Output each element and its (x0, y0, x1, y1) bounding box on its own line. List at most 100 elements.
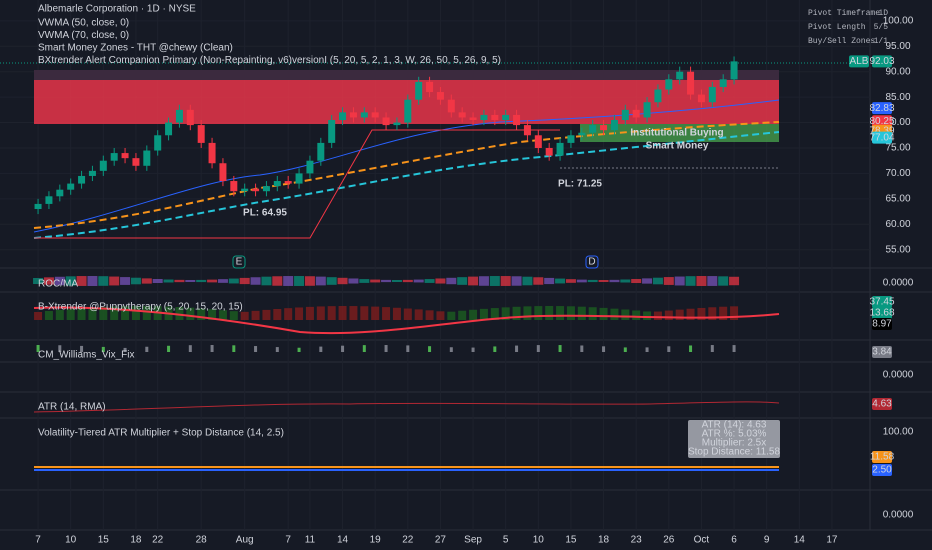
xtrender-bar (327, 306, 336, 320)
vix-bar (645, 347, 649, 352)
roc-bar (544, 277, 555, 285)
candle-body (458, 112, 466, 118)
roc-bar (98, 276, 109, 286)
pane-axis-label: 0.0000 (883, 510, 914, 521)
roc-bar (391, 279, 402, 282)
xtrender-bar (545, 306, 554, 320)
candle-body (317, 142, 325, 161)
candle-body (339, 112, 347, 121)
xtrender-bar (512, 306, 521, 320)
xtrender-bar (77, 308, 86, 320)
roc-bar (489, 276, 500, 286)
candle-body (154, 135, 162, 151)
pane-badge (872, 307, 892, 319)
roc-bar (663, 277, 674, 285)
roc-bar (239, 277, 250, 285)
candle-body (600, 125, 608, 131)
x-tick-label: 14 (337, 535, 349, 546)
vix-bar (123, 347, 127, 352)
xtrender-bar (523, 306, 532, 320)
vix-bar (471, 347, 475, 352)
candle-body (436, 92, 444, 100)
roc-bar (446, 277, 457, 285)
xtrender-bar (142, 306, 151, 320)
xtrender-bar (643, 311, 652, 320)
roc-bar (163, 279, 174, 283)
vix-bar (580, 345, 584, 352)
vix-bar (341, 345, 345, 352)
candle-body (687, 71, 695, 95)
roc-bar (109, 276, 120, 286)
xtrender-bar (34, 312, 43, 320)
x-tick-label: 10 (65, 535, 77, 546)
xtrender-bar (719, 306, 728, 320)
pane-axis-label: 100.00 (883, 427, 914, 438)
x-tick-label: 11 (305, 535, 316, 546)
vix-bar (428, 346, 432, 352)
vix-bar (254, 346, 258, 352)
y-tick-label: 55.00 (885, 244, 910, 255)
candle-body (34, 203, 42, 210)
candle-body (708, 86, 716, 103)
candle-body (262, 186, 270, 192)
candle-body (349, 112, 357, 118)
candle-body (621, 109, 629, 121)
roc-bar (620, 279, 631, 283)
roc-bar (348, 278, 359, 284)
candle-body (67, 183, 75, 190)
pane-badge (872, 398, 892, 410)
price-badge (872, 102, 892, 115)
pane-title: Volatility-Tiered ATR Multiplier + Stop … (38, 428, 284, 439)
roc-bar (533, 277, 544, 285)
candle-body (469, 117, 477, 121)
x-tick-label: 10 (533, 535, 545, 546)
roc-bar (326, 277, 337, 285)
x-tick-label: 28 (196, 535, 208, 546)
roc-bar (174, 279, 185, 283)
xtrender-bar (577, 306, 586, 320)
xtrender-bar (479, 308, 488, 320)
vix-bar (275, 347, 279, 352)
pane-badge-label: 13.68 (869, 308, 894, 319)
xtrender-bar (218, 310, 227, 320)
candle-body (665, 79, 673, 90)
x-tick-label: 6 (731, 535, 737, 546)
y-tick-label: 60.00 (885, 219, 910, 230)
vix-bar (710, 345, 714, 352)
roc-bar (674, 276, 685, 286)
pane-title: ROC/MA (38, 279, 78, 290)
demand-zone (580, 124, 779, 142)
candle-body (523, 125, 531, 136)
pane-badge-label: 8.97 (872, 319, 892, 330)
candle-body (719, 79, 727, 87)
roc-bar (631, 278, 642, 284)
candle-body (676, 71, 684, 80)
roc-bar (185, 279, 196, 283)
roc-bar (370, 279, 381, 283)
roc-bar (555, 278, 566, 284)
indicator-label: Smart Money Zones - THT @chewy (Clean) (38, 43, 233, 54)
roc-bar (250, 277, 261, 285)
xtrender-bar (566, 306, 575, 320)
tooltip-line: ATR (14): 4.63 (702, 420, 767, 431)
roc-bar (87, 276, 98, 286)
xtrender-bar (403, 308, 412, 320)
xtrender-bar (490, 308, 499, 320)
roc-bar (294, 276, 305, 286)
tooltip-box (688, 420, 780, 458)
xtrender-bar (414, 309, 423, 320)
xtrender-bar (262, 309, 271, 320)
candle-body (610, 120, 618, 131)
xtrender-bar (197, 308, 206, 320)
xtrender-bar (186, 307, 195, 320)
xtrender-bar (447, 311, 456, 320)
x-tick-label: 15 (98, 535, 110, 546)
xtrender-bar (621, 309, 630, 320)
candle-body (88, 170, 96, 176)
candle-body (175, 109, 183, 123)
xtrender-bar (632, 310, 641, 320)
xtrender-bar (295, 307, 304, 320)
setting-label: Pivot Length (808, 23, 866, 32)
candle-body (480, 114, 488, 121)
candle-body (578, 132, 586, 136)
